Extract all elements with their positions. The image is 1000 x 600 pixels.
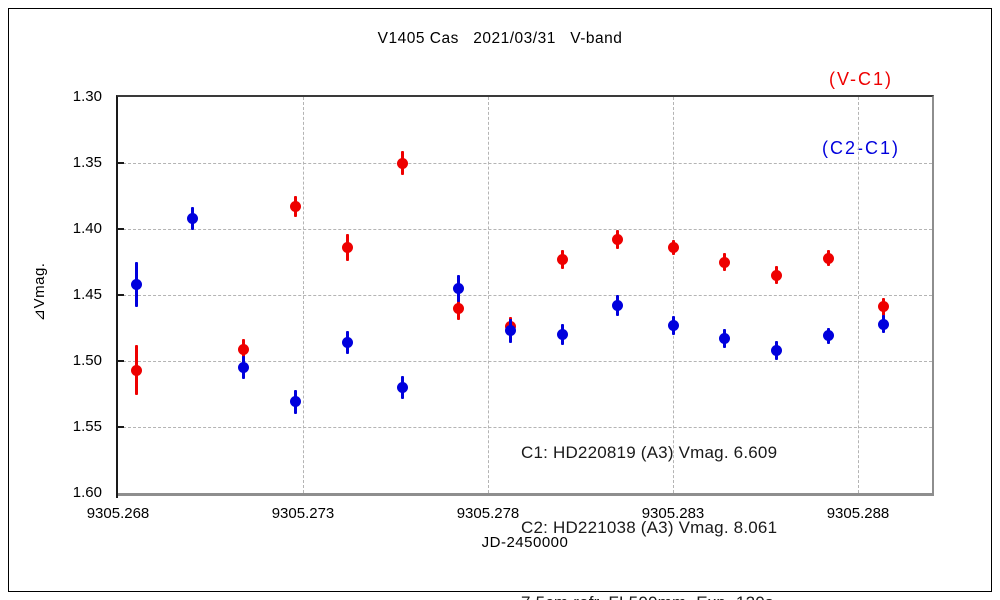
data-point-c2-c1 (504, 325, 516, 337)
y-tick-mark (118, 162, 124, 164)
x-axis-label: JD-2450000 (481, 534, 569, 551)
y-tick-label: 1.45 (72, 286, 102, 303)
y-gridline (118, 360, 932, 362)
error-bar-v-c1 (775, 265, 779, 285)
error-bar-c2-c1 (345, 330, 349, 355)
data-point-c2-c1 (131, 278, 142, 290)
data-point-c2-c1 (290, 396, 302, 408)
y-tick-label: 1.40 (72, 220, 102, 237)
y-tick-label: 1.60 (72, 484, 102, 501)
data-point-v-c1 (290, 201, 302, 213)
data-point-c2-c1 (878, 318, 890, 330)
data-point-c2-c1 (719, 333, 731, 345)
data-point-c2-c1 (556, 329, 568, 341)
error-bar-v-c1 (826, 250, 830, 266)
chart-title: V1405 Cas 2021/03/31 V-band (377, 30, 623, 47)
y-tick-label: 1.50 (72, 352, 102, 369)
data-point-c2-c1 (667, 319, 679, 331)
y-tick-mark (118, 228, 124, 230)
error-bar-v-c1 (135, 345, 138, 396)
error-bar-c2-c1 (294, 390, 298, 414)
annotation-line-c2: C2: HD221038 (A3) Vmag. 8.061 (521, 518, 778, 537)
data-point-c2-c1 (341, 337, 353, 349)
error-bar-c2-c1 (723, 329, 727, 348)
legend: (V-C1) (C2-C1) (798, 22, 924, 206)
annotation-line-c1: C1: HD220819 (A3) Vmag. 6.609 (521, 443, 778, 462)
data-point-c2-c1 (612, 300, 623, 312)
error-bar-c2-c1 (616, 295, 619, 317)
data-point-v-c1 (238, 343, 250, 355)
error-bar-v-c1 (508, 317, 512, 336)
data-point-v-c1 (878, 301, 890, 313)
y-tick-label: 1.55 (72, 418, 102, 435)
error-bar-c2-c1 (560, 324, 564, 346)
error-bar-c2-c1 (190, 206, 194, 231)
error-bar-c2-c1 (242, 355, 246, 380)
legend-entry-c2-c1: (C2-C1) (821, 138, 900, 158)
data-point-c2-c1 (186, 212, 198, 224)
error-bar-v-c1 (882, 297, 886, 317)
data-point-v-c1 (667, 241, 679, 253)
y-tick-mark (118, 426, 124, 428)
x-tick-label: 9305.273 (271, 505, 335, 522)
y-axis-label: ⊿Vmag. (31, 262, 48, 322)
y-tick-mark (118, 360, 124, 362)
data-point-v-c1 (452, 302, 464, 314)
data-point-c2-c1 (238, 362, 250, 374)
data-point-v-c1 (131, 364, 142, 376)
error-bar-c2-c1 (826, 328, 830, 344)
error-bar-v-c1 (401, 151, 405, 175)
data-point-v-c1 (556, 253, 568, 265)
x-tick-label: 9305.288 (826, 505, 890, 522)
error-bar-v-c1 (242, 338, 246, 360)
error-bar-v-c1 (345, 234, 349, 261)
error-bar-v-c1 (616, 230, 619, 249)
x-gridline (487, 97, 489, 493)
x-tick-label: 9305.278 (456, 505, 520, 522)
error-bar-v-c1 (294, 196, 298, 218)
data-point-c2-c1 (397, 381, 409, 393)
error-bar-c2-c1 (882, 314, 886, 334)
data-point-v-c1 (822, 252, 834, 264)
error-bar-c2-c1 (671, 316, 675, 335)
legend-entry-v-c1: (V-C1) (828, 69, 893, 89)
error-bar-v-c1 (560, 250, 564, 269)
error-bar-c2-c1 (775, 341, 779, 360)
error-bar-c2-c1 (135, 262, 138, 307)
data-point-c2-c1 (452, 282, 464, 294)
x-tick-label: 9305.268 (86, 505, 150, 522)
y-gridline (118, 294, 932, 296)
annotation-box: C1: HD220819 (A3) Vmag. 6.609 C2: HD2210… (521, 390, 777, 600)
error-bar-c2-c1 (401, 375, 405, 400)
data-point-v-c1 (341, 241, 353, 253)
data-point-v-c1 (771, 269, 783, 281)
data-point-v-c1 (612, 234, 623, 246)
annotation-line-scope: 7.5cm refr. FL500mm Exp. 120s (521, 590, 777, 600)
axis-corner-tick (116, 493, 118, 498)
data-point-v-c1 (504, 321, 516, 333)
y-tick-mark (118, 294, 124, 296)
error-bar-v-c1 (723, 252, 727, 272)
data-point-c2-c1 (771, 344, 783, 356)
error-bar-v-c1 (456, 296, 460, 321)
error-bar-c2-c1 (456, 275, 460, 302)
error-bar-c2-c1 (508, 318, 512, 343)
y-tick-label: 1.35 (72, 154, 102, 171)
y-gridline (118, 228, 932, 230)
data-point-v-c1 (397, 157, 409, 169)
data-point-v-c1 (719, 256, 731, 268)
x-gridline (302, 97, 304, 493)
y-tick-label: 1.30 (72, 88, 102, 105)
data-point-c2-c1 (822, 330, 834, 342)
error-bar-v-c1 (671, 239, 675, 256)
